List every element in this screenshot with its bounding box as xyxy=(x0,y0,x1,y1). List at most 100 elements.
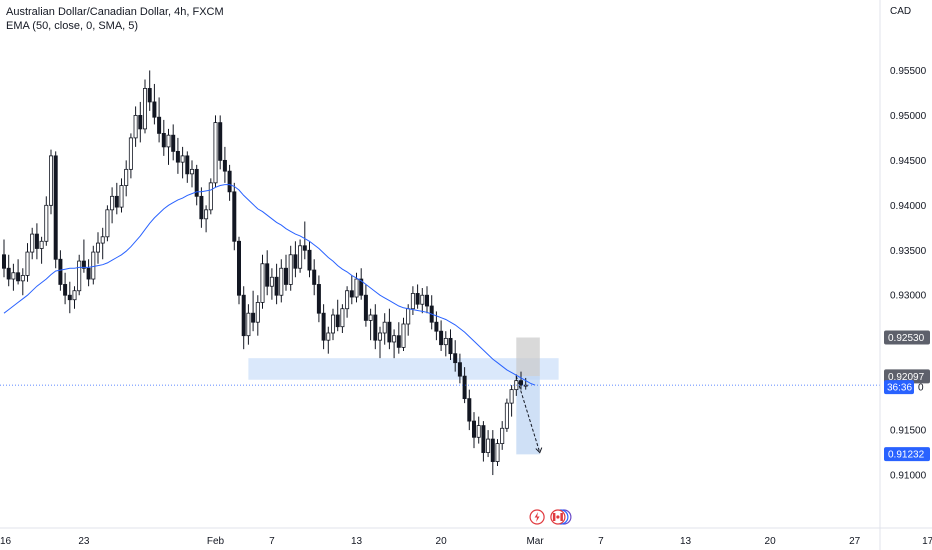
candle xyxy=(16,259,21,285)
y-tick-label: 0.95000 xyxy=(890,111,927,122)
candle-body xyxy=(119,185,124,208)
candle-body xyxy=(340,308,345,328)
candle-body xyxy=(274,276,279,296)
x-tick-label: 27 xyxy=(849,536,861,547)
candle xyxy=(401,317,406,351)
symbol-title[interactable]: Australian Dollar/Canadian Dollar, 4h, F… xyxy=(6,6,224,18)
candle xyxy=(157,97,162,143)
candle xyxy=(500,421,505,450)
candle xyxy=(519,371,524,390)
candle-body xyxy=(269,276,274,287)
candle xyxy=(2,239,7,278)
candle-body xyxy=(260,263,265,303)
candle-body xyxy=(406,308,411,325)
candle xyxy=(86,259,91,287)
candle xyxy=(392,329,397,359)
candle xyxy=(429,295,434,330)
candle xyxy=(302,221,307,260)
candle-body xyxy=(166,134,171,148)
candle xyxy=(307,241,312,278)
countdown-bg xyxy=(884,380,914,395)
candle xyxy=(481,421,486,462)
candle-body xyxy=(194,168,199,197)
y-tick-label: 0.94000 xyxy=(890,201,927,212)
candle xyxy=(321,304,326,350)
candle xyxy=(504,398,509,432)
candle xyxy=(11,263,16,291)
candle-body xyxy=(199,195,204,220)
candle-body xyxy=(486,438,491,453)
candle-body xyxy=(208,182,213,211)
currency-label: CAD xyxy=(890,6,911,17)
candle xyxy=(222,146,227,183)
x-tick-label: Feb xyxy=(207,536,225,547)
candle xyxy=(72,286,77,309)
indicator-label[interactable]: EMA (50, close, 0, SMA, 5) xyxy=(6,20,139,32)
candle-body xyxy=(142,88,147,130)
candle xyxy=(208,178,213,215)
price-tag-label: 0.92097 xyxy=(888,372,925,383)
y-tick-label: 0.91500 xyxy=(890,426,927,437)
candles-layer xyxy=(2,70,528,476)
candle xyxy=(124,160,129,197)
candle xyxy=(91,245,96,285)
candle-body xyxy=(189,168,194,175)
x-tick-label: 13 xyxy=(680,536,692,547)
candle-body xyxy=(439,330,444,346)
candle xyxy=(443,331,448,357)
price-tag: 0.91232 xyxy=(884,447,930,462)
candle-body xyxy=(307,249,312,271)
candle xyxy=(448,329,453,360)
candle xyxy=(194,164,199,206)
candle-body xyxy=(157,116,162,134)
candle-body xyxy=(443,337,448,346)
flag-band-left xyxy=(552,513,556,521)
candle-body xyxy=(359,278,364,296)
x-tick-label: 7 xyxy=(269,536,275,547)
candle-body xyxy=(283,267,288,285)
candle-body xyxy=(462,375,467,400)
candle xyxy=(415,284,420,309)
candle xyxy=(387,308,392,350)
candle xyxy=(288,245,293,291)
candle-body xyxy=(255,302,260,323)
candle xyxy=(279,259,284,303)
candle xyxy=(180,146,185,179)
candle-body xyxy=(330,314,335,334)
lightning-event-icon[interactable] xyxy=(529,509,545,525)
flag-band-right xyxy=(560,513,563,521)
candle xyxy=(128,133,133,179)
candle xyxy=(467,389,472,431)
x-tick-label: 7 xyxy=(598,536,604,547)
candle-body xyxy=(175,150,180,163)
price-tag-bg xyxy=(884,330,930,345)
candle xyxy=(509,385,514,417)
candle xyxy=(439,320,444,351)
candle xyxy=(298,239,303,273)
candle xyxy=(20,268,25,296)
candle xyxy=(67,281,72,314)
candle xyxy=(396,322,401,354)
candle-body xyxy=(316,284,321,314)
candle xyxy=(246,304,251,345)
candle xyxy=(330,308,335,341)
candle xyxy=(462,367,467,404)
candle-body xyxy=(133,115,138,139)
candle-body xyxy=(467,398,472,422)
chart-legend: Australian Dollar/Canadian Dollar, 4h, F… xyxy=(6,5,224,33)
candle xyxy=(335,299,340,332)
candle-body xyxy=(30,233,35,253)
canada-flag-event-icon[interactable] xyxy=(550,509,572,525)
candle-body xyxy=(326,332,331,341)
candle xyxy=(175,137,180,174)
candle-body xyxy=(401,323,406,348)
candle xyxy=(44,196,49,246)
candle-body xyxy=(152,101,157,118)
candle-body xyxy=(490,438,495,462)
candle-body xyxy=(241,294,246,337)
x-tick-label: 23 xyxy=(78,536,90,547)
x-tick-label: 20 xyxy=(765,536,777,547)
candle xyxy=(382,313,387,345)
candle-body xyxy=(434,321,439,332)
